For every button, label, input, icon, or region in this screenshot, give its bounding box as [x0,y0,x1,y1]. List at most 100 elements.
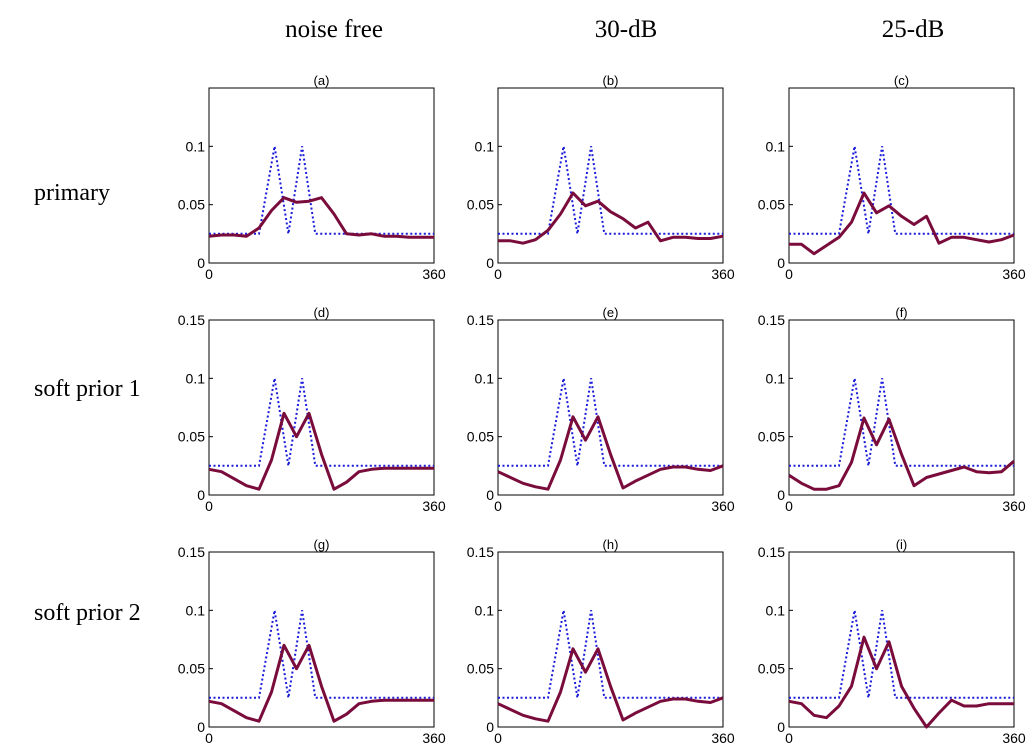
panel-label: (i) [896,537,908,552]
y-tick-label: 0 [197,255,205,271]
y-tick-label: 0 [486,255,494,271]
panel-h: (h) 0 0.05 0.1 0.15 0 360 [467,537,735,743]
plot-frame [208,87,435,264]
x-tick-label: 0 [205,266,213,282]
y-tick-label: 0.15 [467,312,494,328]
panel-f: (f) 0 0.05 0.1 0.15 0 360 [758,305,1026,514]
y-tick-label: 0.1 [766,138,786,154]
plot-frame [788,87,1015,264]
panel-label: (c) [894,73,909,88]
true-profile-line [498,610,723,699]
y-tick-label: 0.05 [758,661,785,677]
plot-frame [788,319,1015,496]
x-tick-label: 360 [422,266,446,282]
y-tick-label: 0.15 [467,544,494,560]
y-tick-label: 0 [777,719,785,735]
row-title-soft-prior-2: soft prior 2 [34,600,141,626]
y-tick-label: 0.15 [178,544,205,560]
y-tick-label: 0 [777,487,785,503]
y-tick-label: 0.1 [186,370,206,386]
x-tick-label: 0 [494,730,502,743]
panel-label: (a) [314,73,330,88]
panel-a: (a) 0 0.05 0.1 0 360 [178,73,446,282]
x-tick-label: 360 [711,730,735,743]
x-tick-label: 360 [422,498,446,514]
x-tick-label: 0 [494,498,502,514]
column-title-noise-free: noise free [285,16,383,43]
y-tick-label: 0.1 [475,370,495,386]
row-title-soft-prior-1: soft prior 1 [34,376,141,402]
x-tick-label: 360 [711,498,735,514]
panel-i: (i) 0 0.05 0.1 0.15 0 360 [758,537,1026,743]
plot-frame [208,551,435,728]
estimated-profile-line [788,635,1014,729]
estimated-profile-line [208,643,434,723]
panel-label: (h) [603,537,619,552]
x-tick-label: 360 [422,730,446,743]
x-tick-label: 360 [1002,730,1026,743]
y-tick-label: 0.05 [178,429,205,445]
panel-g: (g) 0 0.05 0.1 0.15 0 360 [178,537,446,743]
estimated-profile-line [788,416,1015,491]
estimated-profile-line [498,191,724,245]
y-tick-label: 0.15 [758,544,785,560]
plot-frame [497,551,724,728]
panel-label: (e) [603,305,619,320]
panel-label: (d) [314,305,330,320]
y-tick-label: 0.05 [178,661,205,677]
x-tick-label: 0 [494,266,502,282]
column-title-30db: 30-dB [595,16,658,43]
y-tick-label: 0.1 [186,138,206,154]
y-tick-label: 0 [486,719,494,735]
y-tick-label: 0.1 [475,602,495,618]
estimated-profile-line [789,191,1015,256]
panel-d: (d) 0 0.05 0.1 0.15 0 360 [178,305,446,514]
y-tick-label: 0.1 [186,602,206,618]
estimated-profile-line [497,415,724,491]
y-tick-label: 0 [777,255,785,271]
panel-label: (b) [603,73,619,88]
plot-frame [497,87,724,264]
y-tick-label: 0.05 [758,429,785,445]
y-tick-label: 0 [197,719,205,735]
y-tick-label: 0.05 [758,197,785,213]
true-profile-line [209,378,434,467]
y-tick-label: 0 [486,487,494,503]
x-tick-label: 0 [785,266,793,282]
true-profile-line [789,378,1014,467]
true-profile-line [209,610,434,699]
panel-label: (f) [895,305,907,320]
x-tick-label: 0 [785,498,793,514]
plot-frame [497,319,724,496]
row-title-primary: primary [34,180,110,206]
x-tick-label: 0 [785,730,793,743]
x-tick-label: 360 [1002,498,1026,514]
x-tick-label: 360 [711,266,735,282]
plot-frame [788,551,1015,728]
panel-b: (b) 0 0.05 0.1 0 360 [467,73,735,282]
x-tick-label: 0 [205,730,213,743]
y-tick-label: 0 [197,487,205,503]
y-tick-label: 0.1 [766,370,786,386]
panel-label: (g) [314,537,330,552]
plot-frame [208,319,435,496]
y-tick-label: 0.05 [467,429,494,445]
column-title-25db: 25-dB [882,16,945,43]
y-tick-label: 0.05 [467,661,494,677]
estimated-profile-line [208,196,434,239]
x-tick-label: 360 [1002,266,1026,282]
y-tick-label: 0.15 [758,312,785,328]
true-profile-line [789,146,1014,235]
y-tick-label: 0.1 [766,602,786,618]
y-tick-label: 0.15 [178,312,205,328]
panel-e: (e) 0 0.05 0.1 0.15 0 360 [467,305,735,514]
true-profile-line [498,378,723,467]
y-tick-label: 0.1 [475,138,495,154]
estimated-profile-line [497,647,724,723]
x-tick-label: 0 [205,498,213,514]
panel-c: (c) 0 0.05 0.1 0 360 [758,73,1026,282]
true-profile-line [789,610,1014,699]
true-profile-line [498,146,723,235]
y-tick-label: 0.05 [178,197,205,213]
true-profile-line [209,146,434,235]
